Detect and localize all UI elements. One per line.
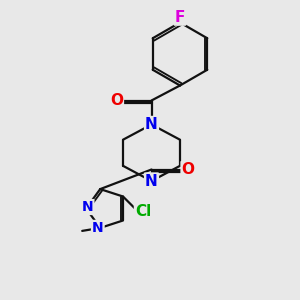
Text: O: O	[110, 93, 123, 108]
Text: N: N	[145, 173, 158, 189]
Text: N: N	[82, 200, 93, 214]
Text: N: N	[92, 221, 103, 235]
Text: N: N	[145, 117, 158, 132]
Text: F: F	[175, 10, 185, 25]
Text: Cl: Cl	[135, 204, 151, 219]
Text: O: O	[182, 162, 195, 177]
